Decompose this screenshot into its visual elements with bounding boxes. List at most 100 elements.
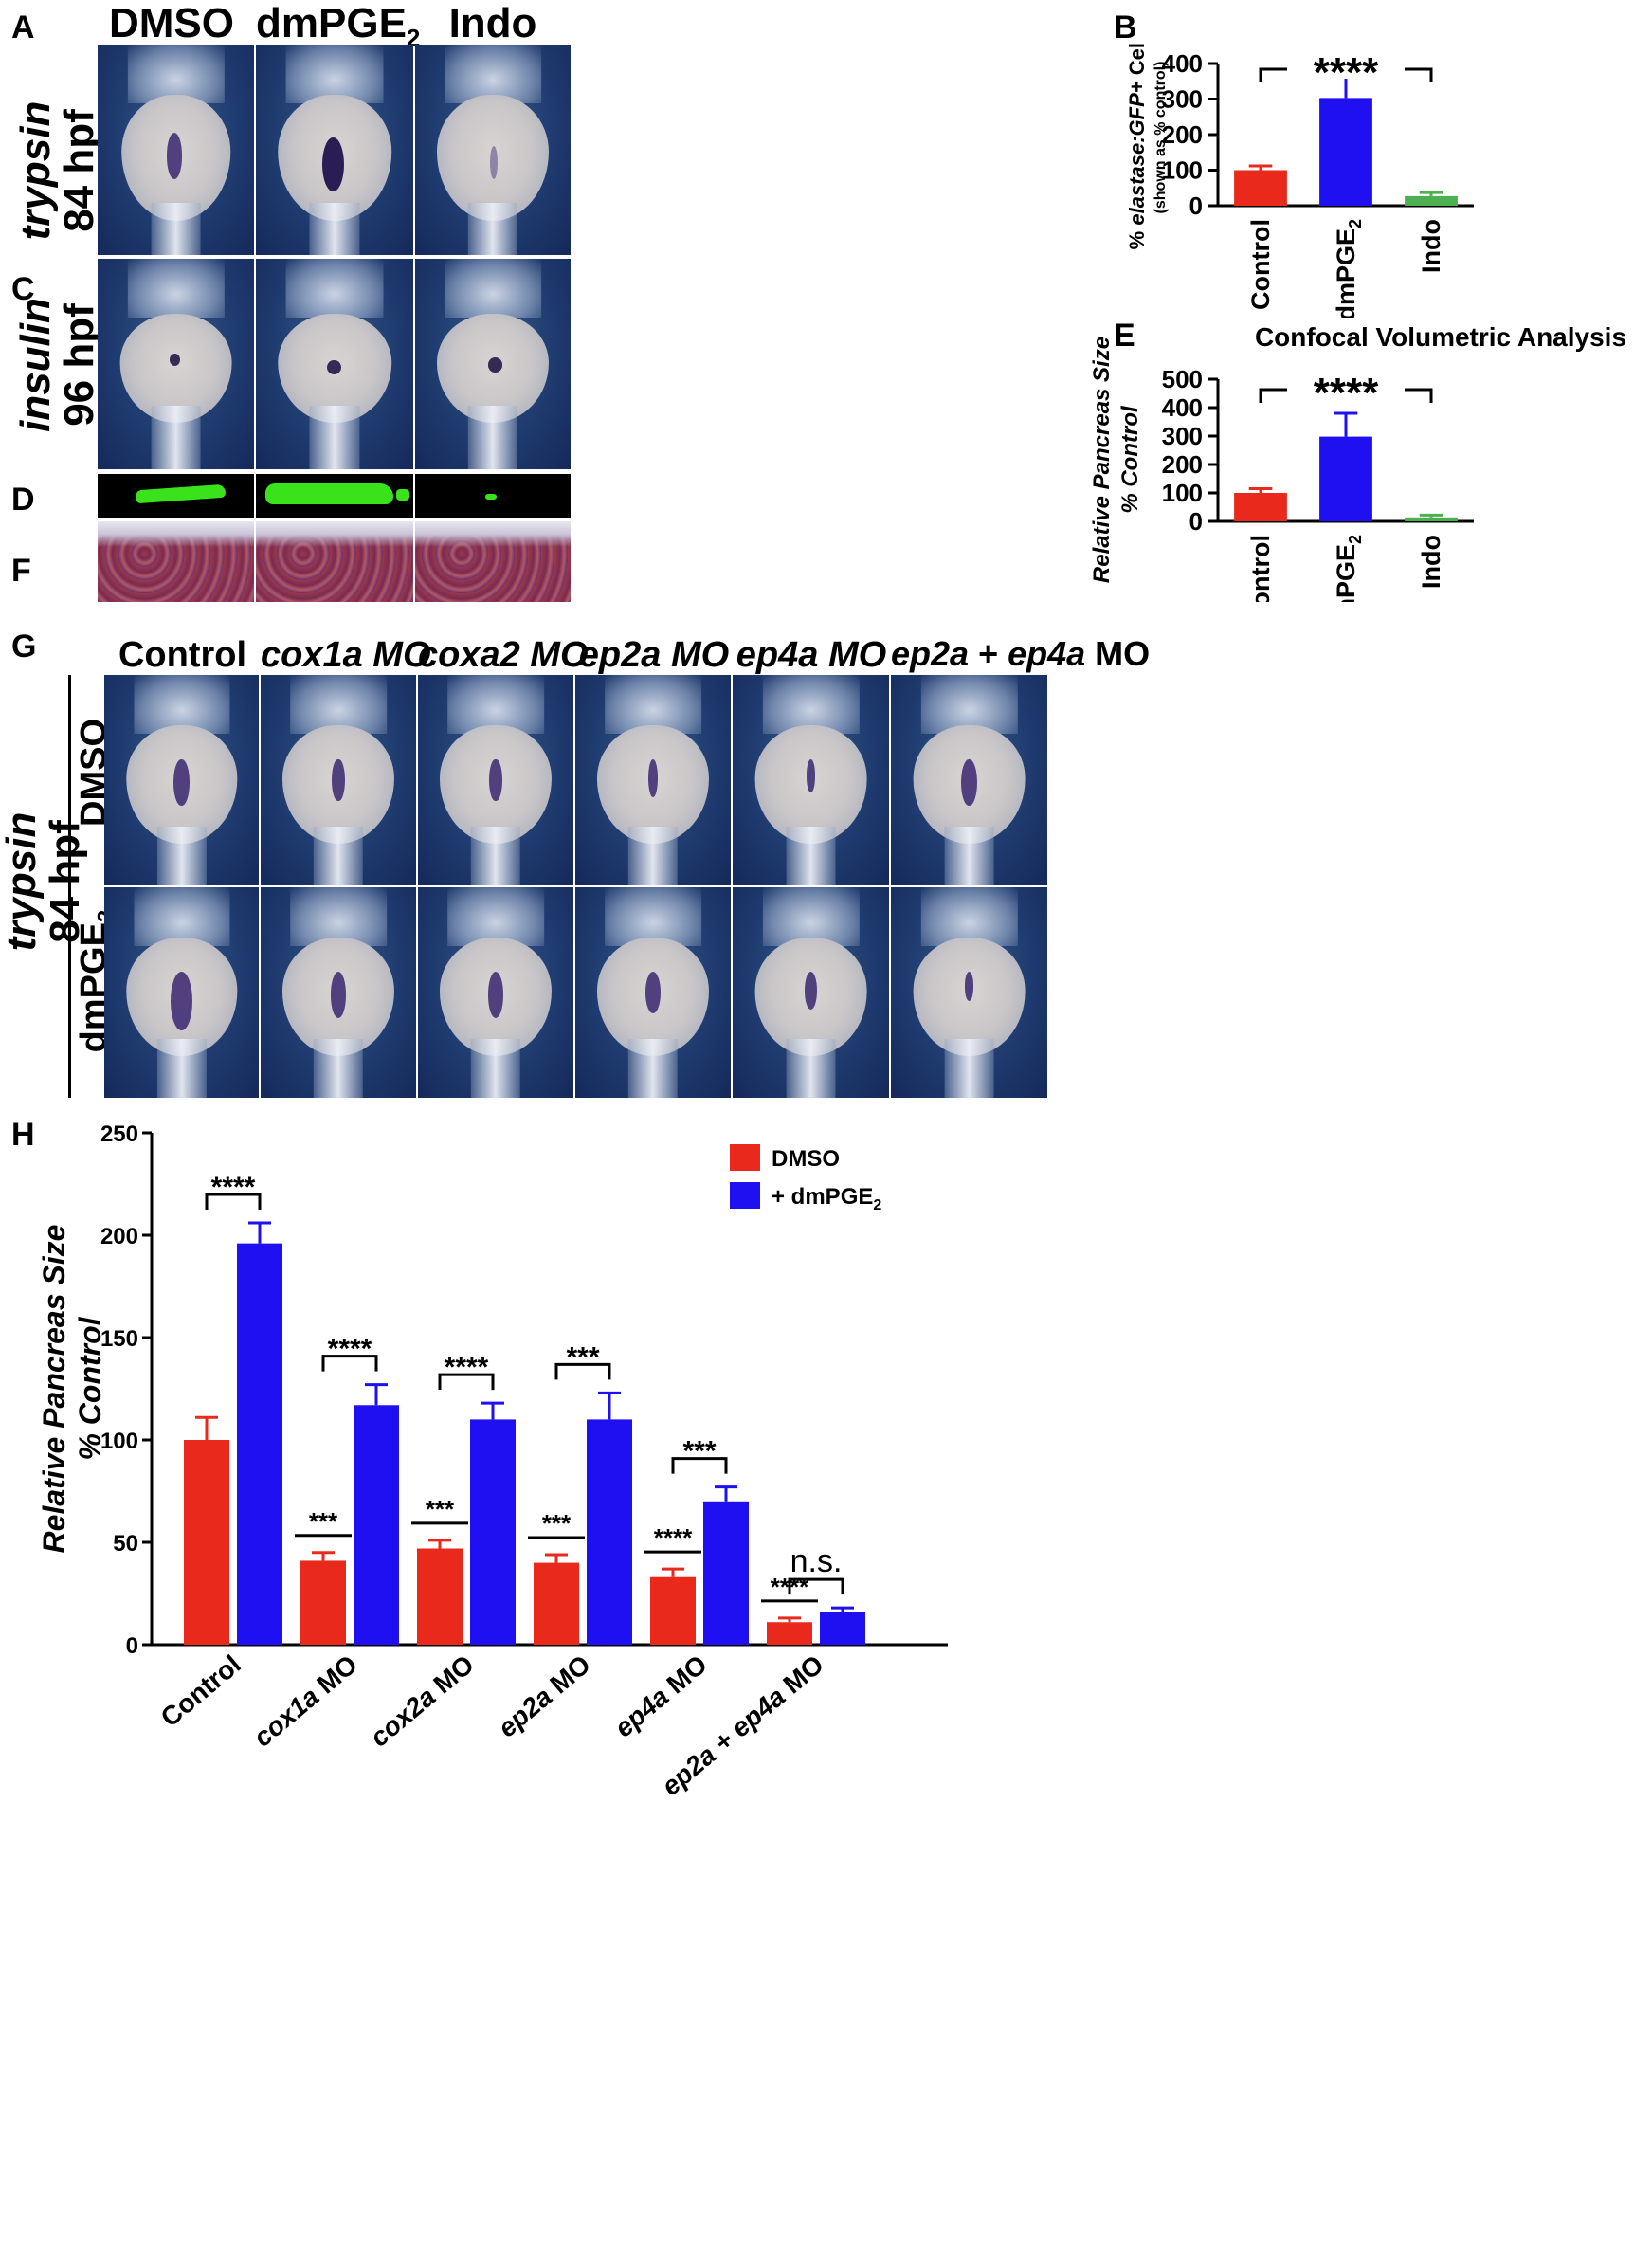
row-header-insulin: insulin 96 hpf <box>12 298 103 432</box>
vs-control-significance: **** <box>654 1523 693 1552</box>
y-tick-label: 150 <box>100 1326 138 1352</box>
y-tick-label: 100 <box>1162 479 1203 507</box>
panel-label-b: B <box>1114 9 1137 46</box>
bar-dmpge2 <box>587 1419 632 1645</box>
row-header-trypsin: trypsin 84 hpf <box>12 100 103 241</box>
pair-significance: **** <box>445 1352 489 1383</box>
bar-dmso <box>184 1440 229 1645</box>
pair-significance: *** <box>566 1341 599 1373</box>
g-micrograph-dmso-5 <box>891 675 1047 885</box>
bar <box>1405 195 1458 206</box>
micrograph-c-dmpge2 <box>256 259 413 469</box>
pair-bracket <box>438 1373 495 1391</box>
y-tick-label: 200 <box>100 1224 138 1249</box>
category-label: Indo <box>1417 535 1445 589</box>
bar <box>1234 493 1287 521</box>
pair-significance: *** <box>682 1436 716 1467</box>
bar-dmpge2 <box>237 1243 282 1645</box>
g-row-divider <box>68 675 71 1098</box>
panel-label-h: H <box>11 1117 35 1153</box>
y-axis-label-line2: % Control <box>73 1316 107 1460</box>
legend-swatch-0 <box>730 1144 760 1171</box>
pair-significance: **** <box>328 1334 372 1365</box>
y-tick-label: 100 <box>1162 156 1203 185</box>
category-label: dmPGE2 <box>1332 219 1365 318</box>
panel-label-g: G <box>11 629 37 665</box>
pair-significance: n.s. <box>790 1543 843 1579</box>
vs-control-significance: *** <box>309 1507 338 1536</box>
micrograph-a-indo <box>415 45 571 255</box>
y-tick-label: 200 <box>1162 450 1203 479</box>
y-axis-label-line1: Relative Pancreas Size <box>1089 337 1115 583</box>
pair-bracket <box>205 1193 262 1211</box>
y-tick-label: 0 <box>126 1633 138 1659</box>
y-tick-label: 300 <box>1162 422 1203 450</box>
bar-dmso <box>534 1562 579 1645</box>
legend-swatch-1 <box>730 1182 760 1209</box>
g-column-coxa2: coxa2 MO <box>418 635 589 675</box>
category-label: Control <box>1246 535 1275 602</box>
legend-label-0: DMSO <box>772 1146 840 1172</box>
y-tick-label: 100 <box>100 1429 138 1454</box>
column-header-indo: Indo <box>448 0 537 46</box>
category-label: dmPGE2 <box>1332 535 1365 602</box>
bar-dmpge2 <box>703 1501 749 1645</box>
bar <box>1319 436 1372 521</box>
g-micrograph-dmso-0 <box>104 675 259 885</box>
pair-significance: **** <box>211 1172 256 1203</box>
y-tick-label: 400 <box>1162 49 1203 78</box>
g-micrograph-dmpge2-4 <box>733 887 889 1098</box>
chart-e: Confocal Volumetric Analysis 010020030040… <box>1089 322 1626 602</box>
y-tick-label: 0 <box>1189 507 1203 536</box>
y-tick-label: 300 <box>1162 85 1203 114</box>
column-header-dmso: DMSO <box>109 0 234 46</box>
category-label: ep4a MO <box>609 1649 713 1743</box>
pair-bracket <box>321 1355 378 1372</box>
g-column-cox1a: cox1a MO <box>261 635 431 675</box>
g-micrograph-dmpge2-0 <box>104 887 259 1098</box>
g-micrograph-dmso-4 <box>733 675 889 885</box>
y-tick-label: 500 <box>1162 365 1203 393</box>
bar-dmso <box>650 1576 696 1645</box>
vs-control-significance: *** <box>542 1509 572 1538</box>
panel-label-e: E <box>1114 318 1135 354</box>
panel-label-d: D <box>11 482 35 518</box>
category-label: Control <box>155 1649 246 1733</box>
y-axis-label: % elastase:GFP+ Cells <box>1125 43 1149 249</box>
histology-f-dmso <box>98 521 254 602</box>
y-tick-label: 250 <box>100 1121 138 1147</box>
column-header-dmpge2: dmPGE2 <box>256 0 421 52</box>
bar-dmso <box>300 1560 346 1645</box>
category-label: ep2a MO <box>493 1649 596 1743</box>
y-axis-label-line2: % Control <box>1117 405 1143 514</box>
g-micrograph-dmso-3 <box>575 675 731 885</box>
g-column-ep4a: ep4a MO <box>735 635 887 675</box>
g-micrograph-dmpge2-5 <box>891 887 1047 1098</box>
g-micrograph-dmso-1 <box>261 675 416 885</box>
g-micrograph-dmpge2-1 <box>261 887 416 1098</box>
fluorescence-d-indo <box>415 474 571 518</box>
fluorescence-d-dmpge2 <box>256 474 413 518</box>
significance-stars: **** <box>1314 370 1379 416</box>
panel-label-a: A <box>11 9 35 46</box>
micrograph-c-indo <box>415 259 571 469</box>
pair-bracket <box>788 1577 844 1595</box>
chart-b: 0 100 200 300 400 Control dmPGE2 Indo **** % elas… <box>1125 43 1474 318</box>
histology-f-indo <box>415 521 571 602</box>
micrograph-a-dmpge2 <box>256 45 413 255</box>
y-tick-label: 400 <box>1162 393 1203 422</box>
bar-dmpge2 <box>820 1612 865 1645</box>
bar-dmso <box>417 1548 463 1645</box>
fluorescence-d-dmso <box>98 474 254 518</box>
y-tick-label: 50 <box>113 1531 138 1557</box>
pair-bracket <box>671 1457 728 1474</box>
bar <box>1319 98 1372 206</box>
category-label: cox1a MO <box>248 1649 363 1753</box>
pair-bracket <box>554 1362 611 1380</box>
category-label: cox2a MO <box>365 1649 480 1753</box>
panel-label-f: F <box>11 553 31 589</box>
g-column-control: Control <box>118 635 247 675</box>
legend-label-1: + dmPGE2 <box>772 1184 881 1213</box>
bar-dmso <box>767 1622 812 1645</box>
significance-mask <box>1287 371 1405 399</box>
